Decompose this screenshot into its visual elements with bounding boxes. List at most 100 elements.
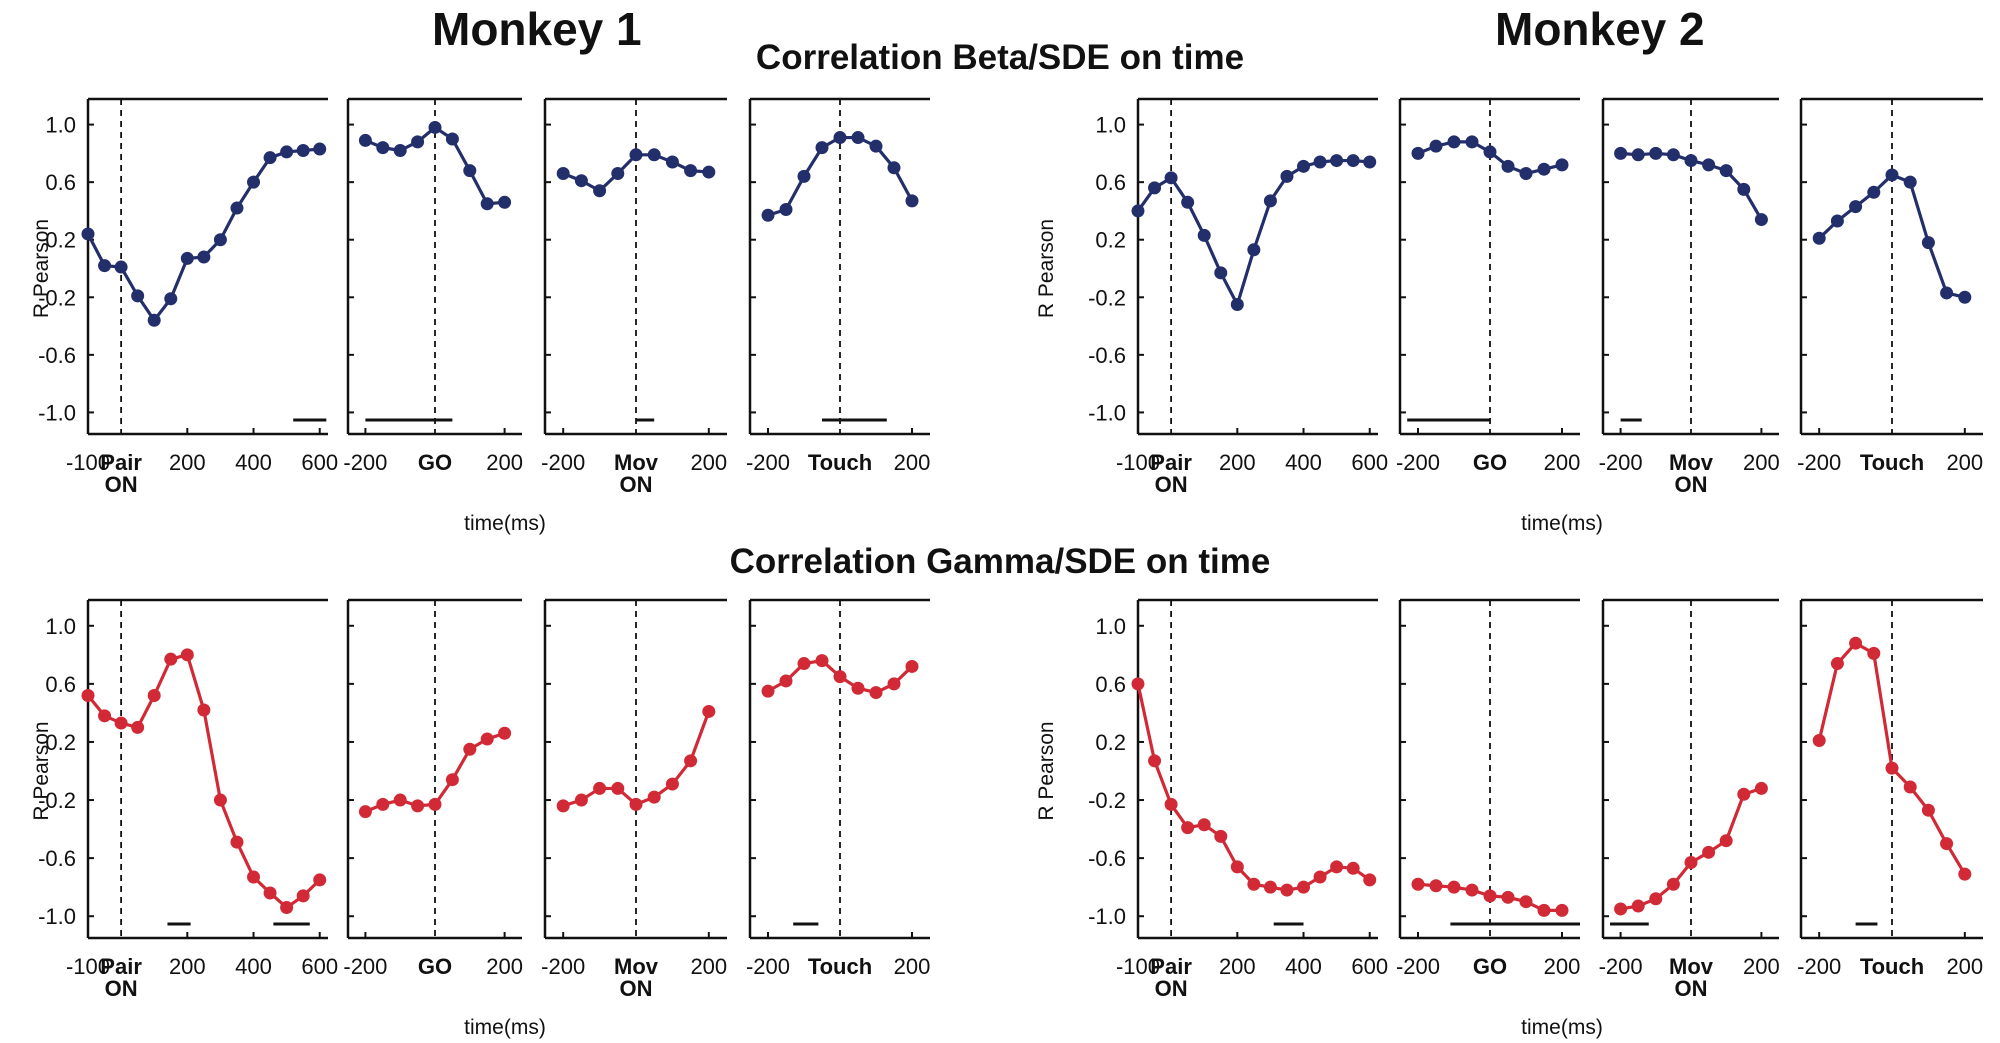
data-point [1330,154,1344,168]
y-tick-label: -0.6 [1088,343,1126,368]
y-tick-label: 1.0 [1095,614,1126,639]
event-label: GO [1473,954,1507,979]
data-point [1537,903,1551,917]
data-point [1346,861,1360,875]
data-point [1148,754,1162,768]
y-tick-label: 0.2 [1095,228,1126,253]
data-point [428,797,442,811]
data-point [498,726,512,740]
data-point [131,720,145,734]
panel-touch: -200 200 Touch [746,97,930,475]
data-point [815,141,829,155]
y-tick-label: -1.0 [38,904,76,929]
data-point [247,870,261,884]
data-point [1247,243,1261,257]
data-point [445,132,459,146]
beta-row-title: Correlation Beta/SDE on time [755,38,1245,77]
x-tick-label: -200 [1797,954,1841,979]
data-point [1447,880,1461,894]
series-line [86,653,321,910]
data-point [1181,195,1195,209]
x-tick-label: 200 [1544,450,1581,475]
panel-go: -200 200 GO [1396,97,1581,475]
data-point [1214,266,1228,280]
data-point [1631,148,1645,162]
event-label: Pair [1150,954,1192,979]
x-tick-label: 200 [1544,954,1581,979]
data-point [1684,855,1698,869]
data-point [1555,158,1569,172]
data-point [611,781,625,795]
y-tick-label: 1.0 [45,614,76,639]
data-point [480,197,494,211]
x-axis-label: time(ms) [464,1016,546,1039]
data-point [213,233,227,247]
monkey1-title: Monkey 1 [432,3,642,55]
event-label: Touch [1860,450,1924,475]
data-point [1830,657,1844,671]
m2-beta-chart: R Pearson time(ms) 1.0 0.6 0.2 -0.2 -0.6 -1.0 -1… [1035,97,1983,535]
data-point [574,174,588,188]
event-label: ON [1675,976,1708,1001]
data-point [1885,761,1899,775]
data-point [1537,162,1551,176]
data-point [197,250,211,264]
data-point [1230,297,1244,311]
x-tick-label: 200 [1219,450,1256,475]
series-line [1136,683,1371,892]
data-point [81,227,95,241]
data-point [1230,860,1244,874]
data-point [1411,146,1425,160]
data-point [779,674,793,688]
data-point [1131,677,1145,691]
data-point [556,167,570,181]
data-point [1867,646,1881,660]
data-point [761,208,775,222]
data-point [463,742,477,756]
data-point [797,169,811,183]
gamma-row-title: Correlation Gamma/SDE on time [729,542,1271,581]
y-tick-label: -0.2 [38,285,76,310]
data-point [702,165,716,179]
data-point [1719,164,1733,178]
data-point [1867,185,1881,199]
data-point [358,133,372,147]
data-point [1280,169,1294,183]
event-label: ON [105,472,138,497]
data-point [445,773,459,787]
x-tick-label: 200 [486,954,523,979]
data-point [1702,845,1716,859]
data-point [684,754,698,768]
data-point [1465,883,1479,897]
data-point [815,654,829,668]
data-point [647,148,661,162]
data-point [81,688,95,702]
data-point [1197,228,1211,242]
data-point [593,184,607,198]
data-point [665,155,679,169]
data-point [1649,146,1663,160]
data-point [131,289,145,303]
m1-gamma-chart: R Pearson time(ms) 1.0 0.6 0.2 -0.2 -0.6 -1.0 -1… [30,598,930,1039]
data-point [230,201,244,215]
data-point [376,141,390,155]
x-tick-label: -200 [1599,954,1643,979]
data-point [393,793,407,807]
data-point [1297,159,1311,173]
panel-touch: -200 200 Touch [1797,97,1983,475]
data-point [197,703,211,717]
data-point [1666,877,1680,891]
data-point [263,151,277,165]
data-point [1181,821,1195,835]
event-label: Mov [614,450,659,475]
data-point [1737,787,1751,801]
data-point [1363,873,1377,887]
data-point [1754,213,1768,227]
data-point [358,805,372,819]
data-point [833,670,847,684]
data-point [263,886,277,900]
